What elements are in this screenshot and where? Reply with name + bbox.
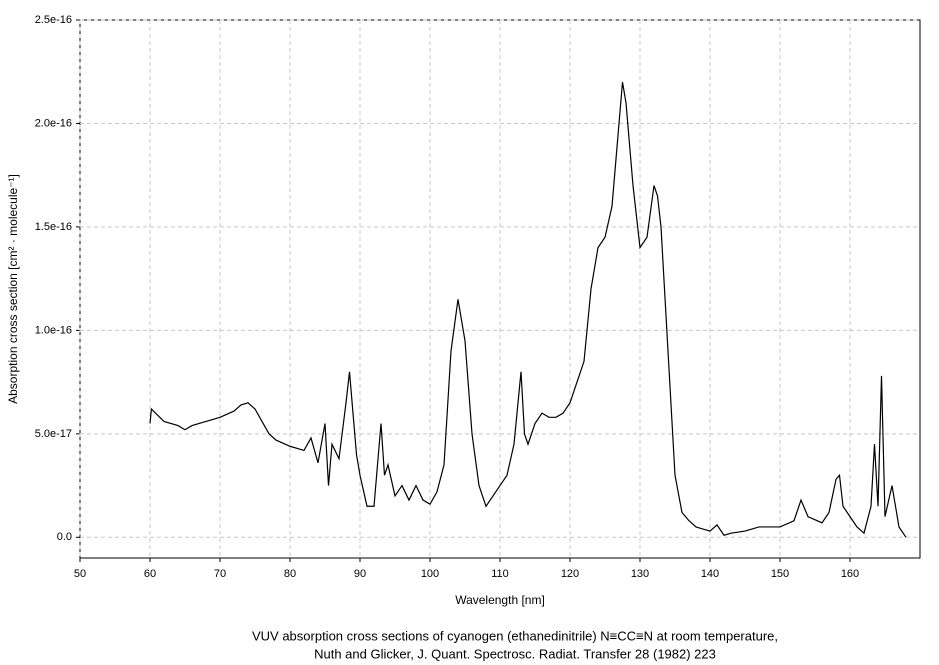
x-tick-label: 110 bbox=[491, 568, 509, 580]
x-tick-label: 50 bbox=[74, 568, 86, 580]
x-tick-label: 120 bbox=[561, 568, 579, 580]
y-tick-label: 5.0e-17 bbox=[35, 428, 72, 440]
x-tick-label: 160 bbox=[841, 568, 859, 580]
y-tick-label: 2.0e-16 bbox=[35, 117, 72, 129]
x-tick-label: 60 bbox=[144, 568, 156, 580]
y-tick-label: 1.0e-16 bbox=[35, 324, 72, 336]
x-tick-label: 90 bbox=[354, 568, 366, 580]
x-tick-label: 70 bbox=[214, 568, 226, 580]
x-tick-label: 140 bbox=[701, 568, 719, 580]
data-line bbox=[149, 81, 907, 538]
x-tick-label: 80 bbox=[284, 568, 296, 580]
x-tick-label: 100 bbox=[421, 568, 439, 580]
y-tick-label: 1.5e-16 bbox=[35, 221, 72, 233]
x-tick-label: 150 bbox=[771, 568, 789, 580]
x-axis-label: Wavelength [nm] bbox=[455, 593, 545, 607]
y-axis-label: Absorption cross section [cm² · molecule… bbox=[6, 174, 20, 404]
y-tick-label: 2.5e-16 bbox=[35, 14, 72, 26]
x-tick-label: 130 bbox=[631, 568, 649, 580]
y-tick-label: 0.0 bbox=[57, 531, 72, 543]
caption-line: VUV absorption cross sections of cyanoge… bbox=[252, 628, 778, 643]
caption-line: Nuth and Glicker, J. Quant. Spectrosc. R… bbox=[314, 646, 716, 661]
